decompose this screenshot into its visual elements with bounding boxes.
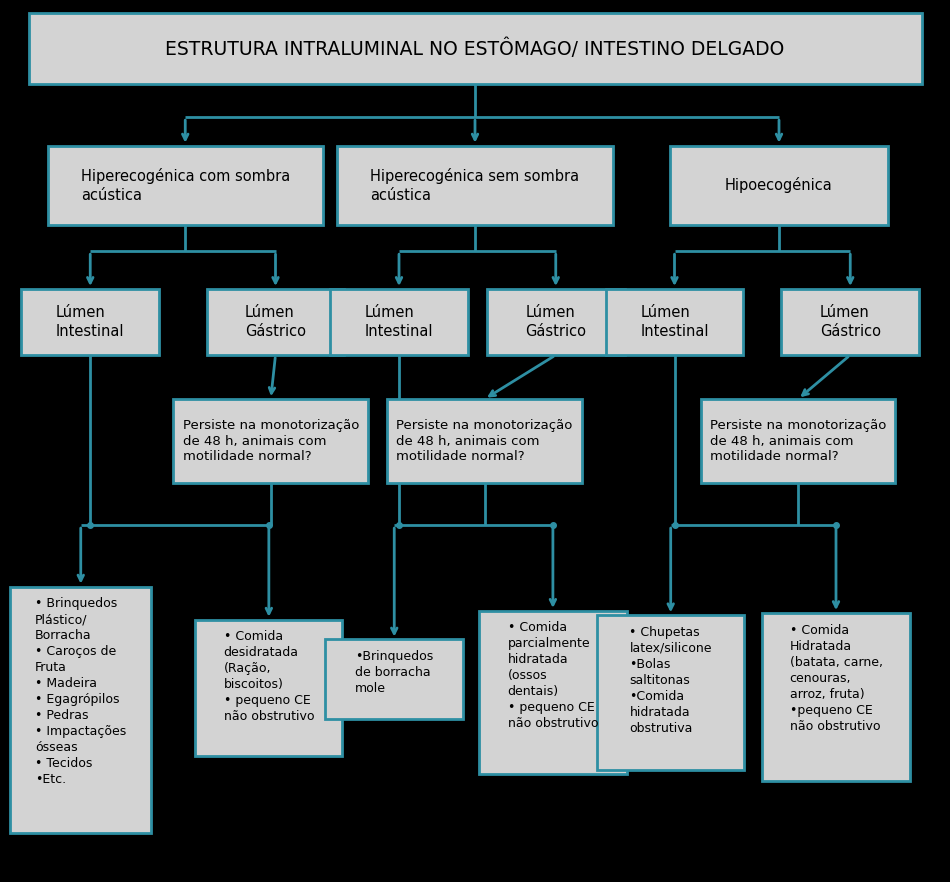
Text: • Comida
parcialmente
hidratada
(ossos
dentais)
• pequeno CE
não obstrutivo: • Comida parcialmente hidratada (ossos d… (507, 621, 598, 730)
FancyBboxPatch shape (22, 289, 159, 355)
Text: • Comida
desidratada
(Ração,
biscoitos)
• pequeno CE
não obstrutivo: • Comida desidratada (Ração, biscoitos) … (223, 630, 314, 723)
Text: Lúmen
Gástrico: Lúmen Gástrico (245, 305, 306, 339)
FancyBboxPatch shape (325, 639, 463, 719)
FancyBboxPatch shape (28, 13, 922, 84)
Text: Lúmen
Gástrico: Lúmen Gástrico (525, 305, 586, 339)
FancyBboxPatch shape (337, 146, 613, 225)
Text: Persiste na monotorização
de 48 h, animais com
motilidade normal?: Persiste na monotorização de 48 h, anima… (182, 418, 359, 464)
Text: Lúmen
Intestinal: Lúmen Intestinal (365, 305, 433, 339)
Text: Hipoecogénica: Hipoecogénica (725, 177, 833, 193)
FancyBboxPatch shape (10, 587, 151, 833)
FancyBboxPatch shape (670, 146, 888, 225)
FancyBboxPatch shape (173, 399, 368, 483)
Text: Hiperecogénica sem sombra
acústica: Hiperecogénica sem sombra acústica (370, 168, 580, 203)
Text: Persiste na monotorização
de 48 h, animais com
motilidade normal?: Persiste na monotorização de 48 h, anima… (710, 418, 886, 464)
FancyBboxPatch shape (48, 146, 323, 225)
Text: Hiperecogénica com sombra
acústica: Hiperecogénica com sombra acústica (81, 168, 290, 203)
FancyBboxPatch shape (206, 289, 344, 355)
FancyBboxPatch shape (700, 399, 895, 483)
FancyBboxPatch shape (781, 289, 920, 355)
FancyBboxPatch shape (195, 619, 342, 756)
FancyBboxPatch shape (388, 399, 581, 483)
Text: • Brinquedos
Plástico/
Borracha
• Caroços de
Fruta
• Madeira
• Egagrópilos
• Ped: • Brinquedos Plástico/ Borracha • Caroço… (35, 597, 126, 786)
Text: Lúmen
Intestinal: Lúmen Intestinal (56, 305, 124, 339)
FancyBboxPatch shape (762, 613, 910, 781)
Text: Lúmen
Gástrico: Lúmen Gástrico (820, 305, 881, 339)
Text: ESTRUTURA INTRALUMINAL NO ESTÔMAGO/ INTESTINO DELGADO: ESTRUTURA INTRALUMINAL NO ESTÔMAGO/ INTE… (165, 38, 785, 59)
FancyBboxPatch shape (486, 289, 625, 355)
FancyBboxPatch shape (597, 616, 744, 769)
Text: • Chupetas
latex/silicone
•Bolas
saltitonas
•Comida
hidratada
obstrutiva: • Chupetas latex/silicone •Bolas saltito… (630, 626, 712, 735)
Text: •Brinquedos
de borracha
mole: •Brinquedos de borracha mole (355, 650, 433, 695)
FancyBboxPatch shape (606, 289, 743, 355)
Text: • Comida
Hidratada
(batata, carne,
cenouras,
arroz, fruta)
•pequeno CE
não obstr: • Comida Hidratada (batata, carne, cenou… (789, 624, 883, 733)
FancyBboxPatch shape (479, 610, 627, 774)
Text: Persiste na monotorização
de 48 h, animais com
motilidade normal?: Persiste na monotorização de 48 h, anima… (396, 418, 573, 464)
FancyBboxPatch shape (331, 289, 467, 355)
Text: Lúmen
Intestinal: Lúmen Intestinal (640, 305, 709, 339)
